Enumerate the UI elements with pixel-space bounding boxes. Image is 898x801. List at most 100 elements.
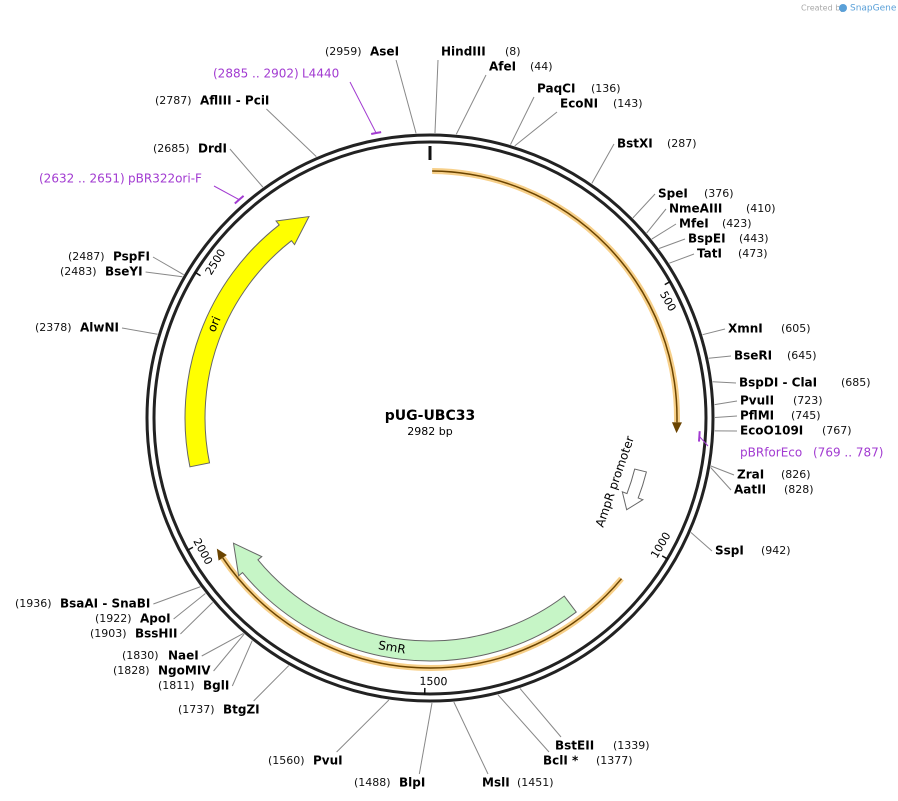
feature-label: SmR (377, 638, 407, 656)
site-name: PvuII (740, 394, 774, 408)
site-name: BspEI (688, 232, 726, 246)
orf-arrowhead (216, 548, 227, 561)
site-name: NgoMIV (158, 664, 211, 678)
site-position: (1903) (90, 627, 127, 640)
credit-prefix: Created by (801, 4, 845, 13)
feature-label: ori (205, 314, 224, 334)
primer-range: (2632 .. 2651) (39, 172, 125, 186)
site-leader (712, 381, 737, 384)
site-position: (605) (781, 322, 811, 335)
site-position: (2685) (153, 142, 190, 155)
site-leader (253, 665, 290, 702)
site-name: PaqCI (537, 82, 575, 96)
site-leader (266, 108, 317, 157)
credit-brand: SnapGene (850, 4, 897, 14)
primer-name: L4440 (302, 67, 339, 81)
site-position: (423) (722, 217, 752, 230)
site-leader (514, 111, 558, 147)
backbone-inner (152, 140, 708, 696)
site-name: NaeI (168, 649, 199, 663)
site-leader (702, 328, 726, 336)
site-position: (645) (787, 349, 817, 362)
site-name: AflIII - PciI (200, 94, 269, 108)
site-leader (153, 586, 201, 605)
primer-name: pBRforEco (740, 446, 802, 460)
site-name: PspFI (113, 250, 150, 264)
orf-arc-halo (432, 168, 680, 423)
site-position: (1811) (158, 679, 195, 692)
site-leader (497, 694, 550, 753)
primer-name: pBR322ori-F (128, 172, 202, 186)
ruler-label: 2500 (203, 247, 229, 278)
site-leader (395, 59, 417, 134)
site-position: (443) (739, 232, 769, 245)
site-name: BseYI (105, 265, 143, 279)
site-leader (658, 238, 686, 249)
site-leader (336, 699, 390, 753)
site-position: (1377) (596, 754, 633, 767)
site-leader (455, 74, 487, 135)
site-name: BlpI (399, 776, 425, 790)
site-name: BclI * (543, 754, 579, 768)
site-position: (1339) (613, 739, 650, 752)
backbone-outer (145, 133, 715, 703)
site-name: ZraI (737, 468, 764, 482)
primer-range: (2885 .. 2902) (213, 67, 299, 81)
snapgene-logo (839, 4, 847, 12)
site-position: (287) (667, 137, 697, 150)
site-leader (651, 223, 677, 240)
primer-mark (234, 195, 245, 205)
site-position: (1560) (268, 754, 305, 767)
site-position: (2959) (325, 45, 362, 58)
site-position: (1737) (178, 703, 215, 716)
site-name: SspI (715, 544, 744, 558)
site-name: ApoI (140, 612, 171, 626)
site-leader (714, 400, 738, 406)
site-position: (410) (746, 202, 776, 215)
site-name: SpeI (658, 187, 688, 201)
site-name: AlwNI (80, 321, 119, 335)
plasmid-length: 2982 bp (407, 425, 452, 438)
ruler-tick (194, 271, 201, 277)
site-name: NmeAIII (669, 202, 722, 216)
site-leader (145, 271, 183, 278)
site-leader (632, 193, 656, 219)
site-position: (828) (784, 483, 814, 496)
primer-range: (769 .. 787) (813, 446, 883, 460)
site-name: BsaAI - SnaBI (60, 597, 150, 611)
site-leader (231, 640, 253, 687)
site-position: (745) (791, 409, 821, 422)
site-name: PvuI (313, 754, 343, 768)
orf-arc (432, 170, 678, 423)
orf-arc (222, 557, 623, 669)
ruler-tick (664, 280, 672, 286)
site-position: (143) (613, 97, 643, 110)
site-position: (8) (505, 45, 521, 58)
orf-arrowhead (671, 422, 682, 434)
site-name: AseI (370, 45, 399, 59)
ori-arrow (184, 215, 310, 468)
site-name: DrdI (198, 142, 227, 156)
site-position: (44) (530, 60, 553, 73)
site-position: (767) (822, 424, 852, 437)
site-leader (180, 601, 213, 635)
site-leader (714, 415, 738, 419)
site-name: MslI (482, 776, 510, 790)
site-name: EcoNI (560, 97, 598, 111)
site-name: BspDI - ClaI (739, 376, 817, 390)
site-leader (418, 702, 433, 775)
site-leader (646, 208, 667, 234)
site-position: (1922) (95, 612, 132, 625)
plasmid-name: pUG-UBC33 (385, 408, 476, 424)
site-leader (152, 256, 184, 276)
site-leader (710, 465, 735, 476)
site-name: AfeI (489, 60, 516, 74)
site-name: XmnI (728, 322, 763, 336)
site-leader (173, 593, 206, 620)
site-position: (2483) (60, 265, 97, 278)
site-position: (1488) (354, 776, 391, 789)
site-name: AatII (734, 483, 766, 497)
site-name: BstXI (617, 137, 653, 151)
site-position: (1451) (517, 776, 554, 789)
